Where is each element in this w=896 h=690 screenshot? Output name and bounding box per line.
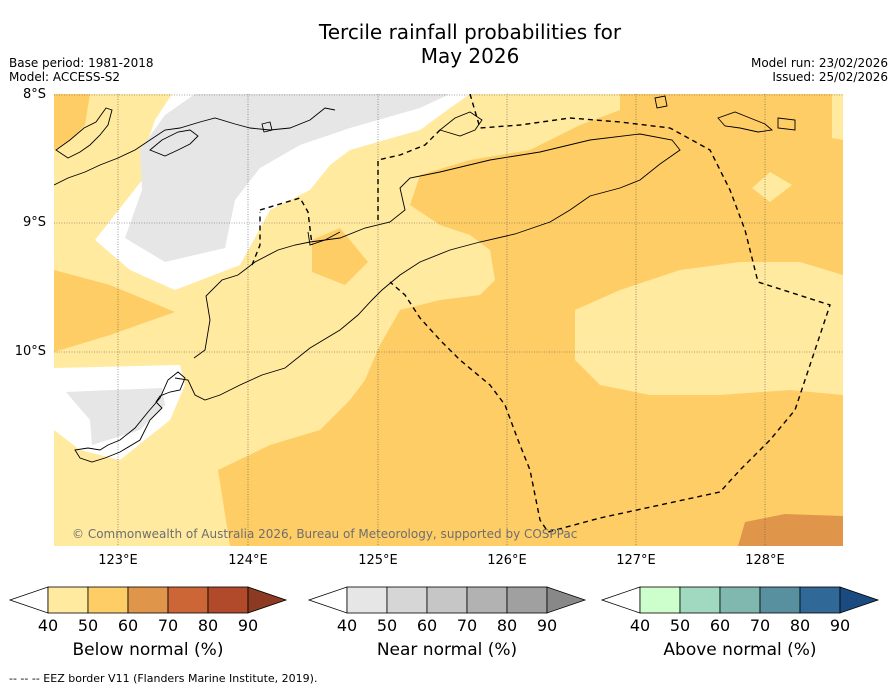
lon-label-127e: 127°E: [616, 553, 656, 568]
coast-timor: [174, 133, 681, 401]
coast-alor: [55, 107, 113, 159]
tick-near-50: 50: [376, 616, 398, 635]
tick-below-90: 90: [237, 616, 259, 635]
colorbar-near-label: Near normal (%): [376, 640, 518, 660]
tick-below-50: 50: [77, 616, 99, 635]
lat-label-8s: 8°S: [22, 87, 46, 102]
colorbar-below: [8, 586, 288, 614]
title-line-2: May 2026: [420, 44, 520, 68]
region-below-40-50-small: [752, 172, 792, 202]
colorbar-below-over: [247, 586, 288, 614]
lon-label-123e: 123°E: [98, 553, 138, 568]
model-run-text: Model run: 23/02/2026: [750, 56, 888, 70]
tick-near-60: 60: [416, 616, 438, 635]
meta-right: Model run: 23/02/2026 Issued: 25/02/2026: [751, 56, 888, 84]
colorbar-above-bin-1: [639, 586, 681, 614]
eez-legend-text: -- -- -- EEZ border V11 (Flanders Marine…: [9, 672, 318, 685]
coast-small-island-1: [654, 95, 668, 109]
colorbar-near-over: [546, 586, 587, 614]
tick-above-60: 60: [709, 616, 731, 635]
colorbar-above-over: [839, 586, 880, 614]
coast-timor-oecusse: [307, 231, 341, 246]
lon-label-124e: 124°E: [228, 553, 268, 568]
lon-label-128e: 128°E: [745, 553, 785, 568]
colorbar-near-under: [307, 586, 348, 614]
tick-near-70: 70: [456, 616, 478, 635]
coast-babar: [717, 111, 774, 133]
colorbar-above-under: [600, 586, 641, 614]
tick-below-40: 40: [37, 616, 59, 635]
tick-below-80: 80: [197, 616, 219, 635]
tick-above-80: 80: [789, 616, 811, 635]
coast-small-island-2: [777, 117, 796, 131]
tick-near-80: 80: [496, 616, 518, 635]
tick-above-90: 90: [829, 616, 851, 635]
region-below-50-60-west: [54, 270, 175, 352]
colorbar-below-bin-1: [47, 586, 89, 614]
colorbar-below-under: [8, 586, 49, 614]
colorbar-above: [600, 586, 880, 614]
region-below-50-60-main: [218, 94, 843, 546]
tick-above-40: 40: [629, 616, 651, 635]
base-period-text: Base period: 1981-2018: [9, 56, 154, 70]
eez-border: [251, 94, 831, 533]
colorbar-below-label: Below normal (%): [72, 640, 224, 660]
colorbar-near-bin-4: [466, 586, 508, 614]
chart-title: Tercile rainfall probabilities for May 2…: [0, 20, 896, 68]
colorbar-near: [307, 586, 587, 614]
colorbar-below-bin-3: [127, 586, 169, 614]
region-below-50-60-spot: [312, 228, 368, 285]
colorbar-below-bin-5: [207, 586, 249, 614]
eez-line-west: [259, 197, 313, 246]
model-text: Model: ACCESS-S2: [9, 70, 121, 84]
colorbar-below-bin-2: [87, 586, 129, 614]
tick-above-50: 50: [669, 616, 691, 635]
coastlines: [54, 95, 796, 463]
lon-label-126e: 126°E: [487, 553, 527, 568]
coast-wetar: [439, 111, 483, 137]
region-below-50-60-nw: [54, 94, 90, 150]
tick-below-70: 70: [157, 616, 179, 635]
region-below-40-50-east: [575, 262, 843, 395]
tick-above-70: 70: [749, 616, 771, 635]
meta-left: Base period: 1981-2018 Model: ACCESS-S2: [9, 56, 154, 84]
tick-near-40: 40: [336, 616, 358, 635]
graticule: [54, 94, 843, 546]
colorbar-above-label: Above normal (%): [663, 640, 817, 660]
colorbar-above-bin-5: [799, 586, 841, 614]
coast-small-island-3: [261, 121, 273, 133]
issued-text: Issued: 25/02/2026: [772, 70, 888, 84]
colorbar-near-bin-1: [346, 586, 388, 614]
probability-field: [54, 94, 843, 546]
colorbar-above-bin-4: [759, 586, 801, 614]
colorbar-near-bin-3: [426, 586, 468, 614]
tick-below-60: 60: [117, 616, 139, 635]
colorbar-near-bin-2: [386, 586, 428, 614]
eez-line-main: [389, 94, 831, 533]
region-near-40-50-sw: [66, 388, 165, 445]
colorbar-below-bin-4: [167, 586, 209, 614]
lat-label-10s: 10°S: [14, 344, 46, 359]
title-line-1: Tercile rainfall probabilities for: [318, 20, 622, 44]
copyright-notice: © Commonwealth of Australia 2026, Bureau…: [72, 527, 578, 541]
region-below-40-50-edge: [832, 94, 843, 140]
lat-label-9s: 9°S: [22, 215, 46, 230]
eez-line-inner: [377, 129, 441, 220]
region-near-40-50-north: [125, 94, 450, 262]
colorbar-above-bin-2: [679, 586, 721, 614]
lon-label-125e: 125°E: [358, 553, 398, 568]
region-below-60-70: [738, 514, 843, 546]
coast-flores: [54, 107, 336, 186]
colorbar-above-bin-3: [719, 586, 761, 614]
tick-near-90: 90: [536, 616, 558, 635]
colorbar-near-bin-5: [506, 586, 548, 614]
eez-line-north: [251, 212, 261, 266]
coast-pantar: [149, 129, 199, 157]
coast-rote: [74, 371, 186, 463]
